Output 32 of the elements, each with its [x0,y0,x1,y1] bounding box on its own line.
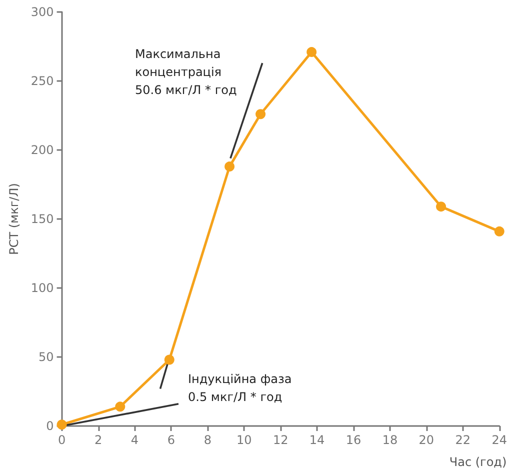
y-axis-title: PCT (мкг/Л) [7,183,21,255]
x-tick-label: 10 [236,433,252,447]
annotation: Максимальна концентрація 50.6 мкг/Л * год [135,47,237,97]
x-tick-label: 12 [272,433,288,447]
point [436,202,446,212]
point [224,162,235,172]
x-tick-label: 16 [346,433,362,447]
x-tick-label: 0 [58,433,66,447]
point [256,109,266,120]
x-axis-title: Час (год) [449,455,507,469]
y-tick-label: 300 [30,5,54,19]
x-tick-label: 24 [492,433,508,447]
y-tick-label: 0 [46,419,54,433]
point [494,226,504,236]
y-tick-label: 200 [30,143,54,157]
annotation: Індукційна фаза 0.5 мкг/Л * год [188,372,292,404]
x-tick-label: 6 [167,433,176,447]
point [56,420,67,430]
y-tick-label: 50 [38,350,54,364]
y-tick-label: 150 [30,212,54,226]
x-tick-label: 22 [455,433,471,447]
point [306,47,317,58]
x-tick-label: 14 [309,433,325,447]
point [115,402,126,412]
x-tick-label: 4 [130,433,139,447]
x-tick-label: 8 [204,433,212,447]
x-tick-label: 18 [382,433,398,447]
y-tick-label: 100 [30,281,54,295]
point [164,354,174,365]
x-tick-label: 2 [94,433,102,447]
x-tick-label: 20 [418,433,434,447]
y-tick-label: 250 [30,74,54,88]
